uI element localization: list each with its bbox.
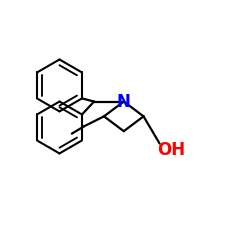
Text: OH: OH (157, 141, 185, 159)
Text: N: N (117, 92, 131, 110)
